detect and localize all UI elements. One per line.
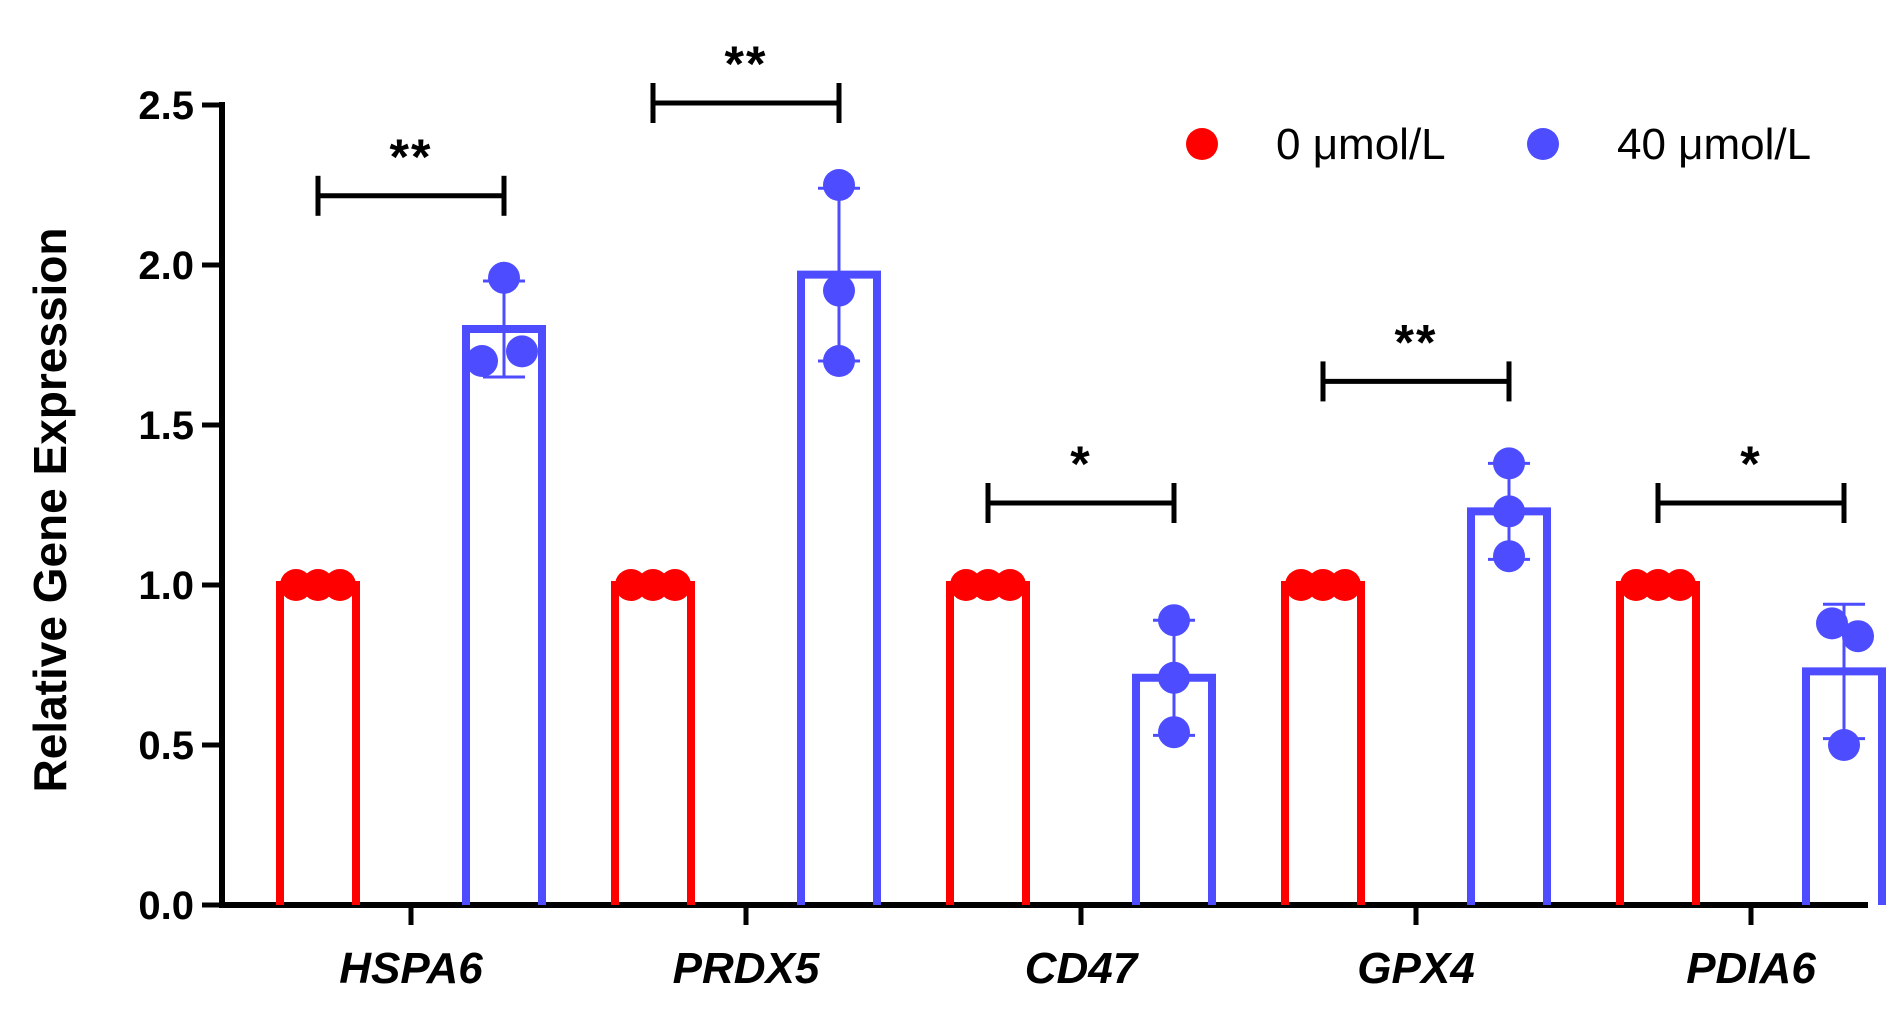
bar <box>1281 581 1365 905</box>
data-point <box>1620 569 1652 601</box>
legend: 0 μmol/L 40 μmol/L <box>1186 120 1811 169</box>
significance-label: * <box>1070 436 1091 492</box>
bar <box>462 325 546 905</box>
bar <box>946 581 1030 905</box>
data-point <box>950 569 982 601</box>
data-point <box>506 335 538 368</box>
bar <box>611 581 695 905</box>
y-tick-label: 0.5 <box>138 724 194 768</box>
x-tick-label: HSPA6 <box>339 944 483 993</box>
y-tick-label: 1.5 <box>138 404 194 448</box>
legend-marker <box>1186 128 1218 160</box>
axes: 0.0 0.5 1.0 1.5 2.0 2.5 HSPA6 PRDX5 CD47 GPX4 PDIA… <box>138 84 1868 993</box>
data-point <box>1828 729 1860 761</box>
data-point <box>1493 495 1525 528</box>
y-tick-label: 2.5 <box>138 84 194 128</box>
legend-label: 0 μmol/L <box>1276 120 1446 169</box>
x-tick-label: CD47 <box>1025 944 1140 993</box>
data-point <box>488 261 520 294</box>
x-tick-label: GPX4 <box>1357 944 1474 993</box>
significance-label: * <box>1740 436 1761 492</box>
data-point <box>302 569 334 601</box>
x-tick-label: PDIA6 <box>1686 944 1816 993</box>
data-point <box>823 345 855 377</box>
significance-label: ** <box>725 36 768 92</box>
y-axis-title: Relative Gene Expression <box>24 227 76 792</box>
data-point <box>1307 569 1339 601</box>
bar <box>1616 581 1700 905</box>
x-tick-label: PRDX5 <box>673 944 820 993</box>
bars-layer <box>276 169 1886 905</box>
data-point <box>1158 661 1190 694</box>
data-point <box>1158 716 1190 749</box>
bar <box>276 581 360 905</box>
data-point <box>1664 569 1696 601</box>
data-point <box>1816 607 1848 640</box>
legend-label: 40 μmol/L <box>1617 120 1811 169</box>
data-point <box>637 569 669 601</box>
data-point <box>324 569 356 601</box>
data-point <box>823 274 855 307</box>
data-point <box>1285 569 1317 601</box>
data-point <box>659 569 691 601</box>
data-point <box>1158 604 1190 637</box>
data-point <box>1329 569 1361 601</box>
legend-marker <box>1527 128 1559 160</box>
significance-label: ** <box>390 129 433 185</box>
y-tick-label: 1.0 <box>138 564 194 608</box>
data-point <box>615 569 647 601</box>
data-point <box>1842 620 1874 653</box>
data-point <box>1493 447 1525 480</box>
data-point <box>280 569 312 601</box>
data-point <box>972 569 1004 601</box>
data-point <box>1493 540 1525 573</box>
y-tick-label: 2.0 <box>138 244 194 288</box>
data-point <box>994 569 1026 601</box>
data-point <box>1642 569 1674 601</box>
data-point <box>466 345 498 377</box>
significance-label: ** <box>1395 314 1438 370</box>
y-tick-label: 0.0 <box>138 884 194 928</box>
data-point <box>823 169 855 201</box>
significance-layer: ******** <box>315 36 1847 523</box>
